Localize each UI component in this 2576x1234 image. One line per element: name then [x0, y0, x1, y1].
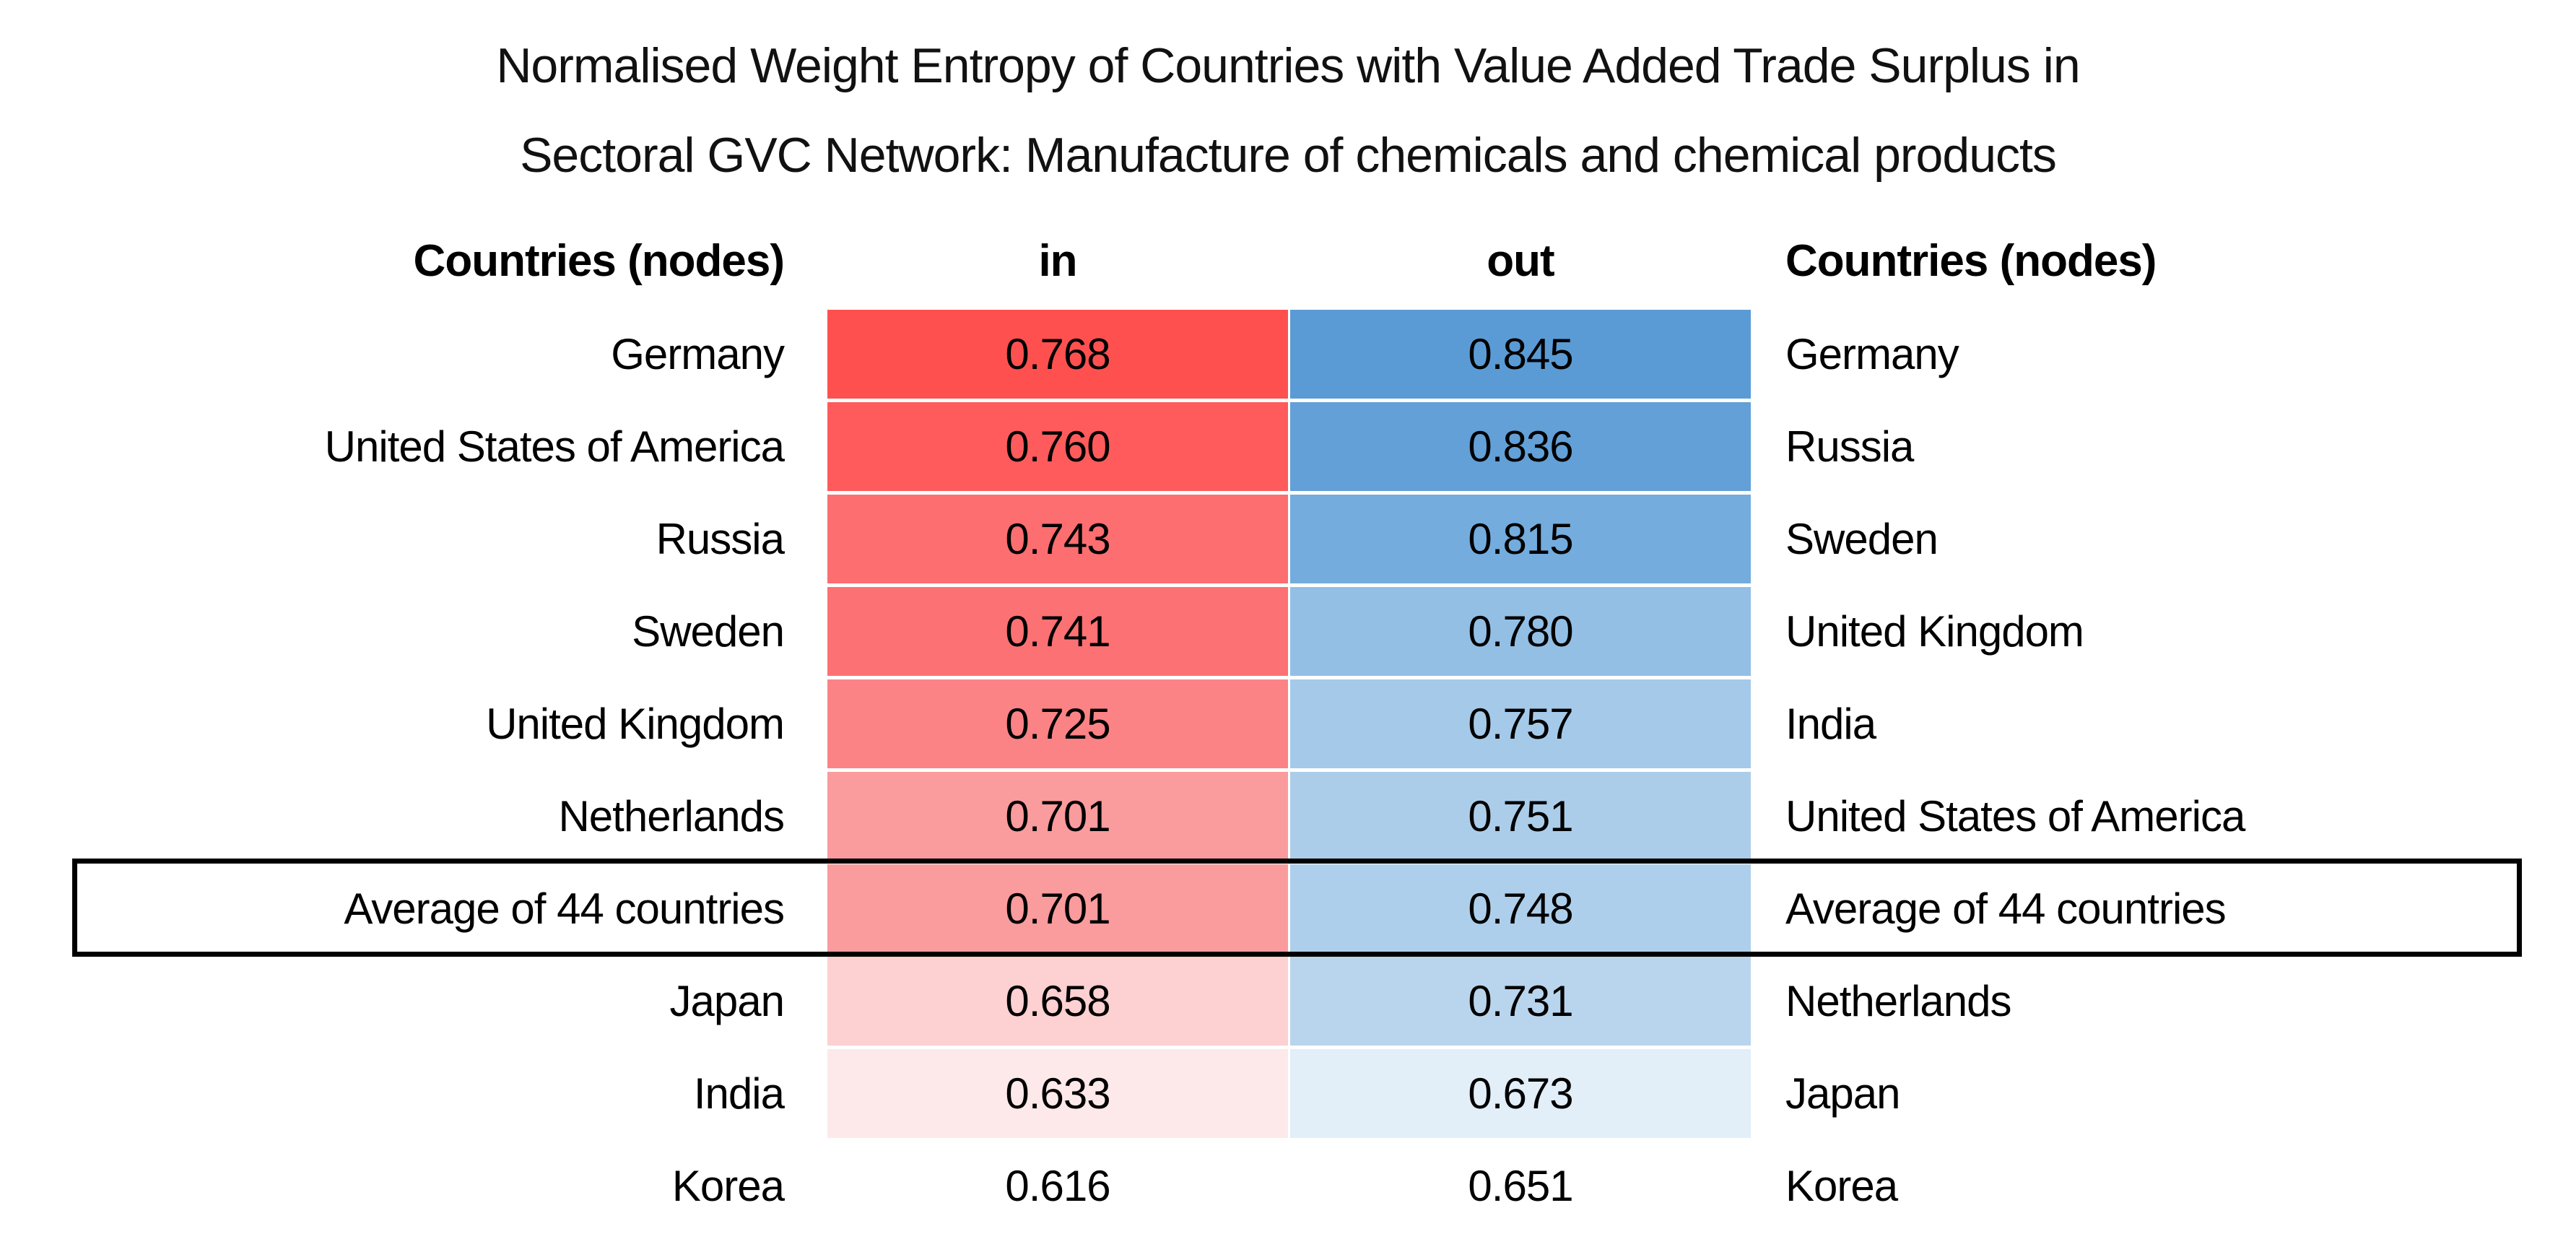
table-row: Average of 44 countries 0.701 0.748 Aver… — [0, 859, 2576, 957]
in-value-cell: 0.741 — [827, 587, 1288, 676]
table-row: Japan 0.658 0.731 Netherlands — [0, 957, 2576, 1046]
country-label-right: Sweden — [1785, 515, 1938, 563]
country-label-right: Japan — [1785, 1069, 1900, 1118]
out-value-cell: 0.757 — [1290, 679, 1751, 768]
in-value-cell: 0.760 — [827, 402, 1288, 491]
table-row: Sweden 0.741 0.780 United Kingdom — [0, 587, 2576, 676]
country-label-left: Korea — [671, 1162, 785, 1210]
chart-title-line1: Normalised Weight Entropy of Countries w… — [496, 38, 2080, 93]
out-value-cell: 0.731 — [1290, 957, 1751, 1046]
in-value-cell: 0.633 — [827, 1049, 1288, 1138]
out-value-cell: 0.673 — [1290, 1049, 1751, 1138]
out-value-cell: 0.836 — [1290, 402, 1751, 491]
table-row: United Kingdom 0.725 0.757 India — [0, 679, 2576, 768]
header-in: in — [1038, 236, 1077, 286]
country-label-left: United States of America — [324, 422, 785, 471]
table-row: Russia 0.743 0.815 Sweden — [0, 495, 2576, 583]
country-label-right: Germany — [1785, 330, 1959, 378]
table-row: Korea 0.616 0.651 Korea — [0, 1142, 2576, 1230]
in-value-cell: 0.616 — [1005, 1162, 1110, 1210]
table-row: India 0.633 0.673 Japan — [0, 1049, 2576, 1138]
in-value-cell: 0.768 — [827, 310, 1288, 399]
out-value-cell: 0.651 — [1468, 1162, 1573, 1210]
country-label-right: United States of America — [1785, 792, 2245, 840]
country-label-right: United Kingdom — [1785, 607, 2084, 656]
out-value-cell: 0.751 — [1290, 772, 1751, 861]
country-label-right: Russia — [1785, 422, 1914, 471]
table-row: Netherlands 0.701 0.751 United States of… — [0, 772, 2576, 861]
out-value-cell: 0.845 — [1290, 310, 1751, 399]
country-label-right: India — [1785, 700, 1876, 748]
country-label-right: Average of 44 countries — [1785, 885, 2227, 933]
country-label-left: Netherlands — [558, 792, 785, 840]
country-label-right: Korea — [1785, 1162, 1898, 1210]
in-value-cell: 0.701 — [827, 772, 1288, 861]
table-header-row: Countries (nodes) in out Countries (node… — [0, 217, 2576, 306]
entropy-table: Countries (nodes) in out Countries (node… — [0, 217, 2576, 1234]
table-row: United States of America 0.760 0.836 Rus… — [0, 402, 2576, 491]
table-body: Germany 0.768 0.845 Germany United State… — [0, 310, 2576, 1230]
country-label-left: India — [693, 1069, 785, 1118]
in-value-cell: 0.743 — [827, 495, 1288, 583]
chart-title: Normalised Weight Entropy of Countries w… — [0, 22, 2576, 201]
header-countries-left: Countries (nodes) — [413, 236, 785, 286]
in-value-cell: 0.701 — [827, 864, 1288, 953]
country-label-left: Sweden — [632, 607, 785, 656]
in-value-cell: 0.725 — [827, 679, 1288, 768]
out-value-cell: 0.815 — [1290, 495, 1751, 583]
country-label-left: Russia — [656, 515, 785, 563]
country-label-right: Netherlands — [1785, 977, 2012, 1025]
out-value-cell: 0.780 — [1290, 587, 1751, 676]
table-row: Germany 0.768 0.845 Germany — [0, 310, 2576, 399]
country-label-left: Germany — [611, 330, 785, 378]
in-value-cell: 0.658 — [827, 957, 1288, 1046]
country-label-left: Average of 44 countries — [344, 885, 785, 933]
country-label-left: United Kingdom — [486, 700, 785, 748]
header-out: out — [1487, 236, 1554, 286]
chart-title-line2: Sectoral GVC Network: Manufacture of che… — [520, 127, 2057, 183]
country-label-left: Japan — [669, 977, 785, 1025]
out-value-cell: 0.748 — [1290, 864, 1751, 953]
header-countries-right: Countries (nodes) — [1785, 236, 2157, 286]
